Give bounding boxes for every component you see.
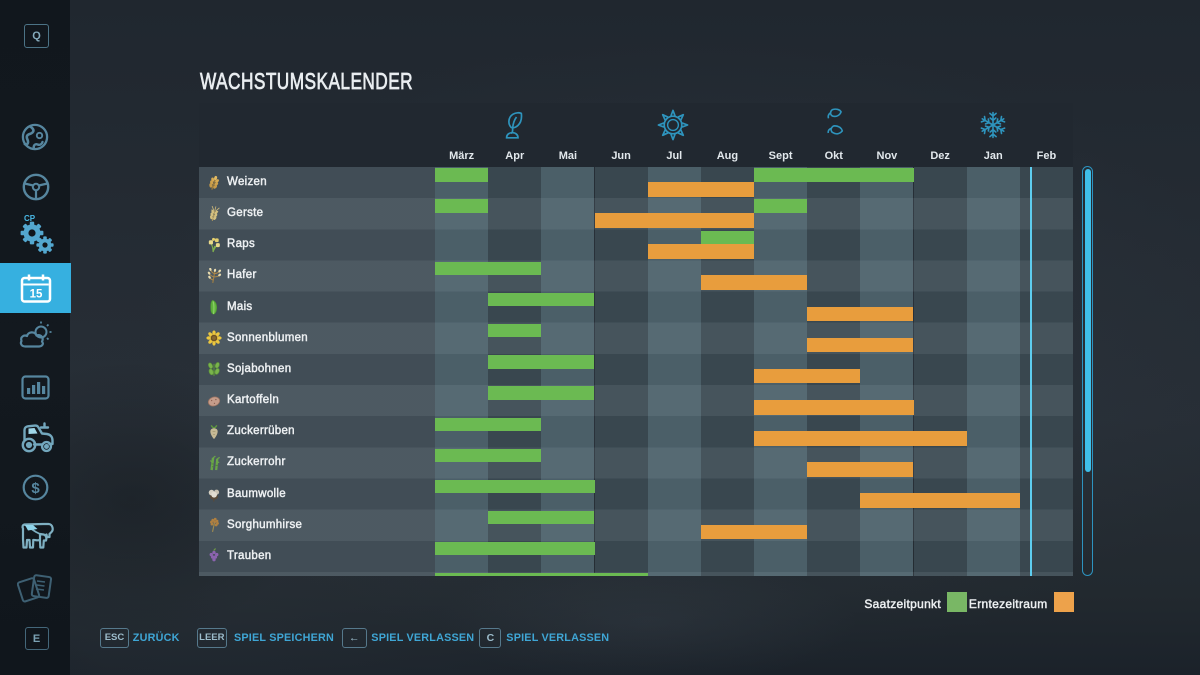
svg-text:15: 15: [30, 289, 43, 301]
svg-text:$: $: [31, 480, 40, 497]
